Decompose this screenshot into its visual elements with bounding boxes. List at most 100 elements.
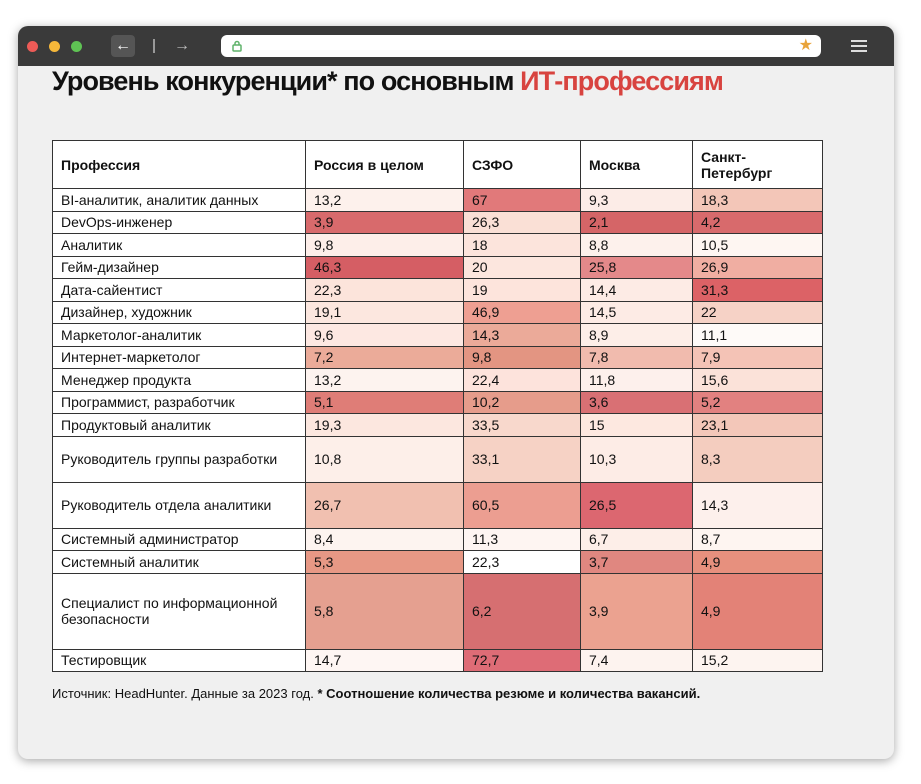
star-icon[interactable]: ★ [798, 37, 813, 54]
table-row: Специалист по информационной безопасност… [52, 572, 823, 650]
browser-toolbar: ← → ★ [18, 26, 894, 66]
table-row: Программист, разработчик 5,1 10,2 3,6 5,2 [52, 390, 823, 414]
value-cell-moscow: 3,7 [580, 550, 693, 574]
table-row: Руководитель отдела аналитики 26,7 60,5 26,… [52, 481, 823, 529]
value-cell-moscow: 14,5 [580, 300, 693, 324]
table-row: Дата-сайентист 22,3 19 14,4 31,3 [52, 278, 823, 302]
value-cell-moscow: 9,3 [580, 188, 693, 212]
value-cell-moscow: 11,8 [580, 368, 693, 392]
table-row: Системный аналитик 5,3 22,3 3,7 4,9 [52, 550, 823, 574]
value-cell-russia: 9,6 [305, 323, 464, 347]
value-cell-nwfd: 6,2 [463, 572, 581, 650]
value-cell-nwfd: 72,7 [463, 648, 581, 672]
arrow-left-icon: ← [115, 37, 131, 54]
table-row: BI-аналитик, аналитик данных 13,2 67 9,3 18,… [52, 188, 823, 212]
value-cell-moscow: 7,4 [580, 648, 693, 672]
table-row: Руководитель группы разработки 10,8 33,1 10… [52, 435, 823, 483]
profession-cell: Специалист по информационной безопасност… [52, 572, 306, 650]
column-header-nwfd: СЗФО [463, 140, 581, 189]
value-cell-moscow: 15 [580, 413, 693, 437]
value-cell-nwfd: 22,4 [463, 368, 581, 392]
value-cell-nwfd: 33,1 [463, 435, 581, 483]
footnote-source: Источник: HeadHunter. Данные за 2023 год… [52, 686, 314, 701]
value-cell-nwfd: 14,3 [463, 323, 581, 347]
profession-cell: Системный аналитик [52, 550, 306, 574]
value-cell-nwfd: 26,3 [463, 210, 581, 234]
value-cell-russia: 8,4 [305, 527, 464, 551]
value-cell-spb: 8,7 [692, 527, 823, 551]
value-cell-spb: 31,3 [692, 278, 823, 302]
profession-cell: Руководитель группы разработки [52, 435, 306, 483]
value-cell-moscow: 25,8 [580, 255, 693, 279]
column-header-moscow: Москва [580, 140, 693, 189]
page-title: Уровень конкуренции* по основным ИТ-проф… [52, 66, 852, 97]
profession-cell: Дизайнер, художник [52, 300, 306, 324]
value-cell-russia: 5,8 [305, 572, 464, 650]
profession-cell: Дата-сайентист [52, 278, 306, 302]
profession-cell: Гейм-дизайнер [52, 255, 306, 279]
value-cell-russia: 19,3 [305, 413, 464, 437]
window-minimize-button[interactable] [49, 41, 60, 52]
profession-cell: DevOps-инженер [52, 210, 306, 234]
value-cell-russia: 13,2 [305, 368, 464, 392]
table-row: Продуктовый аналитик 19,3 33,5 15 23,1 [52, 413, 823, 437]
toolbar-divider [153, 39, 155, 53]
competition-table: Профессия Россия в целом СЗФО Москва Сан… [52, 140, 823, 672]
value-cell-spb: 5,2 [692, 390, 823, 414]
back-button[interactable]: ← [111, 35, 135, 57]
table-row: Тестировщик 14,7 72,7 7,4 15,2 [52, 648, 823, 672]
table-row: Интернет-маркетолог 7,2 9,8 7,8 7,9 [52, 345, 823, 369]
value-cell-moscow: 14,4 [580, 278, 693, 302]
profession-cell: Маркетолог-аналитик [52, 323, 306, 347]
value-cell-nwfd: 22,3 [463, 550, 581, 574]
profession-cell: Тестировщик [52, 648, 306, 672]
value-cell-russia: 22,3 [305, 278, 464, 302]
profession-cell: Продуктовый аналитик [52, 413, 306, 437]
value-cell-spb: 14,3 [692, 481, 823, 529]
profession-cell: Интернет-маркетолог [52, 345, 306, 369]
value-cell-russia: 9,8 [305, 233, 464, 257]
value-cell-spb: 18,3 [692, 188, 823, 212]
value-cell-russia: 26,7 [305, 481, 464, 529]
value-cell-nwfd: 33,5 [463, 413, 581, 437]
column-header-profession: Профессия [52, 140, 306, 189]
forward-button[interactable]: → [170, 35, 194, 57]
value-cell-spb: 7,9 [692, 345, 823, 369]
value-cell-spb: 10,5 [692, 233, 823, 257]
column-header-russia: Россия в целом [305, 140, 464, 189]
window-maximize-button[interactable] [71, 41, 82, 52]
value-cell-spb: 22 [692, 300, 823, 324]
address-bar[interactable]: ★ [221, 35, 821, 57]
column-header-spb: Санкт-Петербург [692, 140, 823, 189]
value-cell-nwfd: 10,2 [463, 390, 581, 414]
table-header-row: Профессия Россия в целом СЗФО Москва Сан… [52, 140, 823, 189]
value-cell-spb: 15,6 [692, 368, 823, 392]
value-cell-russia: 3,9 [305, 210, 464, 234]
value-cell-russia: 10,8 [305, 435, 464, 483]
table-row: Менеджер продукта 13,2 22,4 11,8 15,6 [52, 368, 823, 392]
value-cell-moscow: 8,8 [580, 233, 693, 257]
profession-cell: Менеджер продукта [52, 368, 306, 392]
arrow-right-icon: → [174, 37, 190, 54]
value-cell-spb: 15,2 [692, 648, 823, 672]
profession-cell: Системный администратор [52, 527, 306, 551]
value-cell-moscow: 3,6 [580, 390, 693, 414]
value-cell-nwfd: 60,5 [463, 481, 581, 529]
table-row: Системный администратор 8,4 11,3 6,7 8,7 [52, 527, 823, 551]
window-close-button[interactable] [27, 41, 38, 52]
value-cell-russia: 7,2 [305, 345, 464, 369]
table-body: BI-аналитик, аналитик данных 13,2 67 9,3 18,… [52, 188, 823, 672]
profession-cell: BI-аналитик, аналитик данных [52, 188, 306, 212]
value-cell-spb: 11,1 [692, 323, 823, 347]
profession-cell: Аналитик [52, 233, 306, 257]
value-cell-russia: 46,3 [305, 255, 464, 279]
table-row: Дизайнер, художник 19,1 46,9 14,5 22 [52, 300, 823, 324]
value-cell-moscow: 8,9 [580, 323, 693, 347]
hamburger-menu-icon[interactable] [851, 40, 867, 52]
value-cell-spb: 4,2 [692, 210, 823, 234]
value-cell-moscow: 3,9 [580, 572, 693, 650]
table-row: Маркетолог-аналитик 9,6 14,3 8,9 11,1 [52, 323, 823, 347]
value-cell-russia: 14,7 [305, 648, 464, 672]
value-cell-nwfd: 19 [463, 278, 581, 302]
value-cell-russia: 5,3 [305, 550, 464, 574]
